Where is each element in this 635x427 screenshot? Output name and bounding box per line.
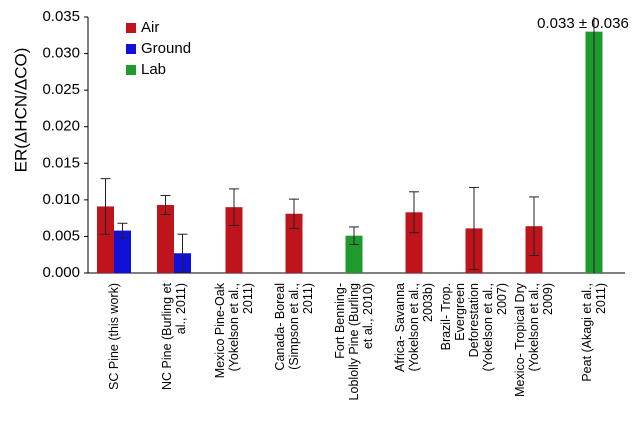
x-tick-label: Africa- Savanna (Yokelson et al., 2003b) (393, 283, 435, 372)
legend-label: Air (141, 19, 159, 36)
error-bar (469, 186, 479, 270)
error-bar (409, 191, 419, 234)
error-bar (100, 178, 111, 235)
bar (114, 230, 131, 273)
x-tick-label: NC Pine (Burling et al., 2011) (160, 283, 188, 390)
error-bar (349, 226, 359, 245)
y-tick-label: 0.025 (42, 81, 80, 98)
y-axis-label: ER(ΔHCN/ΔCO) (11, 48, 30, 173)
x-tick-label: Brazil- Trop. Evergreen Deforestation (Y… (439, 283, 509, 372)
y-tick-label: 0.035 (42, 8, 80, 25)
error-bar (117, 222, 128, 239)
x-tick-label: Peat (Akagi et al., 2011) (580, 283, 608, 382)
legend-swatch (126, 65, 136, 75)
error-bar (593, 17, 595, 273)
x-tick-label: Mexico Pine-Oak (Yokelson et al., 2011) (213, 283, 255, 379)
legend-swatch (126, 23, 136, 33)
error-bar (177, 233, 188, 273)
x-tick-label: Fort Benning- Loblolly Pine (Burling et … (333, 283, 375, 401)
error-bar (229, 188, 239, 226)
y-tick-label: 0.015 (42, 154, 80, 171)
legend-label: Lab (141, 61, 166, 78)
legend-label: Ground (141, 40, 191, 57)
x-tick-label: Mexico- Tropical Dry (Yokelson et al., 2… (513, 283, 555, 397)
y-tick-label: 0.005 (42, 227, 80, 244)
x-tick-label: SC Pine (this work) (107, 283, 121, 390)
y-tick-label: 0.000 (42, 264, 80, 281)
y-tick-label: 0.020 (42, 118, 80, 135)
bar (97, 206, 114, 273)
error-bar (529, 196, 539, 256)
bar (405, 212, 423, 273)
y-tick-label: 0.030 (42, 45, 80, 62)
plot-area (97, 17, 603, 273)
y-tick-label: 0.010 (42, 191, 80, 208)
x-tick-label: Canada- Boreal (Simpson et al., 2011) (273, 283, 315, 371)
bar (157, 204, 174, 273)
bar (225, 207, 243, 273)
value-label: 0.033 ± 0.036 (537, 15, 629, 32)
error-bar (289, 198, 299, 229)
error-bar (160, 194, 171, 215)
bar (345, 235, 363, 273)
legend-swatch (126, 44, 136, 54)
